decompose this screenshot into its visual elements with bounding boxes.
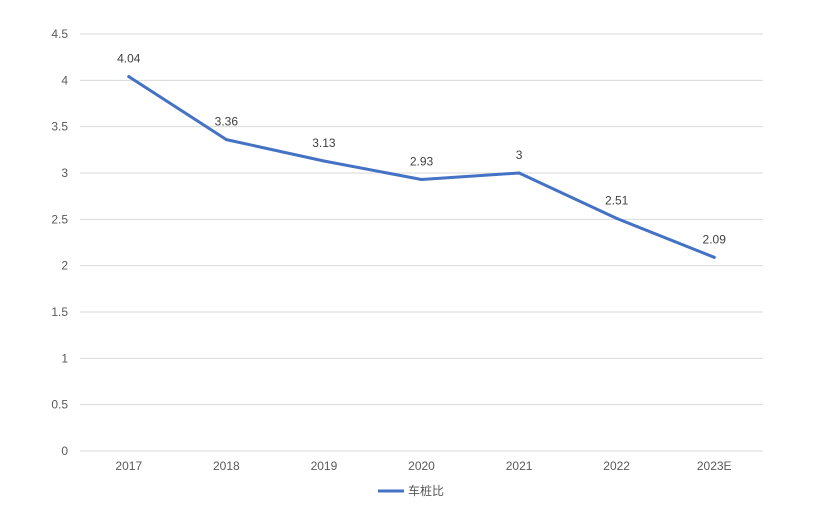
data-label: 2.09 <box>703 232 727 246</box>
data-point <box>127 75 131 79</box>
data-labels: 4.04 3.36 3.13 2.93 3 2.51 2.09 <box>117 52 726 247</box>
x-tick-label: 2017 <box>115 459 142 473</box>
data-point <box>615 216 619 220</box>
x-tick-label: 2018 <box>213 459 240 473</box>
y-tick-label: 4 <box>61 73 68 87</box>
y-tick-label: 0 <box>61 444 68 458</box>
data-label: 2.93 <box>410 154 434 168</box>
data-label: 3.36 <box>215 115 239 129</box>
y-tick-label: 1 <box>61 351 68 365</box>
x-tick-label: 2023E <box>697 459 732 473</box>
y-tick-label: 2 <box>61 259 68 273</box>
y-tick-label: 4.5 <box>51 27 68 41</box>
data-label: 4.04 <box>117 52 141 66</box>
data-point <box>224 138 228 142</box>
data-point <box>712 255 716 259</box>
x-tick-label: 2022 <box>603 459 630 473</box>
x-tick-label: 2020 <box>408 459 435 473</box>
x-tick-label: 2019 <box>311 459 338 473</box>
data-label: 3 <box>516 148 523 162</box>
y-axis: 0 0.5 1 1.5 2 2.5 3 3.5 4 4.5 <box>51 27 68 458</box>
data-point <box>322 159 326 163</box>
y-tick-label: 3 <box>61 166 68 180</box>
data-point <box>517 171 521 175</box>
x-axis: 2017 2018 2019 2020 2021 2022 2023E <box>115 459 731 473</box>
y-tick-label: 1.5 <box>51 305 68 319</box>
legend-label: 车桩比 <box>408 483 444 498</box>
gridlines <box>80 33 763 452</box>
y-tick-label: 0.5 <box>51 398 68 412</box>
legend: 车桩比 <box>378 483 444 498</box>
data-point <box>420 177 423 181</box>
y-tick-label: 3.5 <box>51 120 68 134</box>
data-label: 3.13 <box>312 136 336 150</box>
y-tick-label: 2.5 <box>51 212 68 226</box>
series-group <box>127 75 716 259</box>
x-tick-label: 2021 <box>506 459 533 473</box>
data-label: 2.51 <box>605 193 629 207</box>
